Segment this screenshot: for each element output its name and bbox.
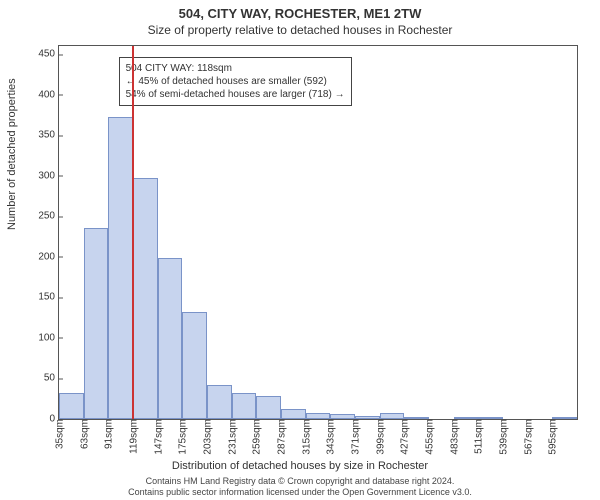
histogram-bar xyxy=(108,117,133,419)
x-tick: 287sqm xyxy=(275,419,288,455)
x-tick: 567sqm xyxy=(521,419,534,455)
histogram-bar xyxy=(281,409,306,419)
page-root: 504, CITY WAY, ROCHESTER, ME1 2TW Size o… xyxy=(0,0,600,500)
x-tick: 511sqm xyxy=(472,419,485,454)
x-tick: 91sqm xyxy=(102,419,115,449)
y-tick: 250 xyxy=(38,211,59,222)
footer-line-1: Contains HM Land Registry data © Crown c… xyxy=(0,476,600,487)
footer-line-2: Contains public sector information licen… xyxy=(0,487,600,498)
x-tick: 343sqm xyxy=(324,419,337,455)
x-tick: 259sqm xyxy=(250,419,263,455)
histogram-bar xyxy=(133,178,158,419)
histogram-bar xyxy=(84,228,109,419)
annotation-line-2: ← 45% of detached houses are smaller (59… xyxy=(126,75,345,88)
x-tick: 203sqm xyxy=(201,419,214,455)
reference-line xyxy=(132,46,134,419)
x-tick: 427sqm xyxy=(398,419,411,455)
x-tick: 399sqm xyxy=(373,419,386,455)
y-tick: 200 xyxy=(38,251,59,262)
annotation-line-1: 504 CITY WAY: 118sqm xyxy=(126,62,345,75)
histogram-bar xyxy=(158,258,183,419)
x-tick: 315sqm xyxy=(299,419,312,455)
x-tick: 483sqm xyxy=(447,419,460,455)
x-tick: 455sqm xyxy=(423,419,436,455)
x-tick: 119sqm xyxy=(127,419,140,454)
y-tick: 450 xyxy=(38,49,59,60)
x-axis-label: Distribution of detached houses by size … xyxy=(0,460,600,472)
page-subtitle: Size of property relative to detached ho… xyxy=(0,21,600,37)
histogram-chart: 504 CITY WAY: 118sqm ← 45% of detached h… xyxy=(58,45,578,420)
y-tick: 150 xyxy=(38,292,59,303)
x-tick: 371sqm xyxy=(349,419,362,455)
histogram-bar xyxy=(182,312,207,419)
x-tick: 595sqm xyxy=(546,419,559,455)
y-tick: 300 xyxy=(38,170,59,181)
x-tick: 147sqm xyxy=(151,419,164,455)
x-tick: 63sqm xyxy=(77,419,90,449)
footer-attribution: Contains HM Land Registry data © Crown c… xyxy=(0,476,600,498)
page-title: 504, CITY WAY, ROCHESTER, ME1 2TW xyxy=(0,0,600,21)
histogram-bar xyxy=(232,393,257,419)
histogram-bar xyxy=(256,396,281,419)
y-tick: 50 xyxy=(44,373,59,384)
y-axis-label: Number of detached properties xyxy=(6,78,18,230)
histogram-bar xyxy=(207,385,232,419)
y-tick: 400 xyxy=(38,89,59,100)
x-tick: 35sqm xyxy=(53,419,66,449)
x-tick: 231sqm xyxy=(225,419,238,455)
annotation-box: 504 CITY WAY: 118sqm ← 45% of detached h… xyxy=(119,57,352,106)
annotation-line-3: 54% of semi-detached houses are larger (… xyxy=(126,88,345,101)
x-tick: 539sqm xyxy=(497,419,510,455)
y-tick: 100 xyxy=(38,332,59,343)
y-tick: 350 xyxy=(38,130,59,141)
x-tick: 175sqm xyxy=(176,419,189,455)
histogram-bar xyxy=(59,393,84,419)
